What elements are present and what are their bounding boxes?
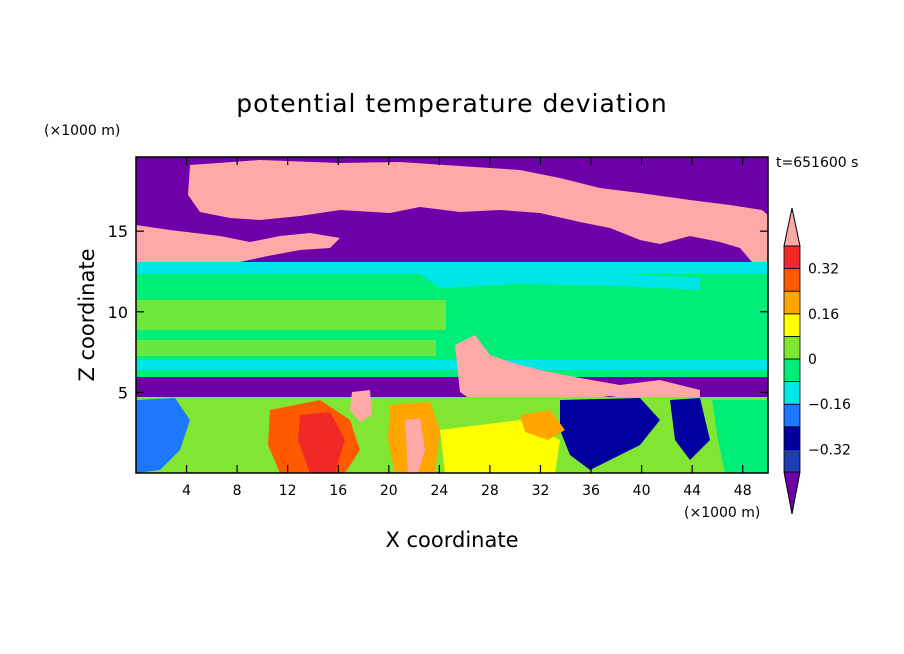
colorbar-swatch bbox=[783, 358, 801, 383]
colorbar-swatch bbox=[783, 426, 801, 450]
colorbar-tick-label: −0.32 bbox=[808, 442, 851, 458]
x-tick-label: 28 bbox=[481, 483, 499, 499]
plot-frame bbox=[135, 156, 769, 474]
x-tick-label: 8 bbox=[233, 483, 242, 499]
mid-band-2 bbox=[136, 340, 436, 356]
mid-cyan-patch bbox=[420, 272, 700, 290]
x-tick-label: 36 bbox=[582, 483, 600, 499]
colorbar-swatch bbox=[783, 290, 801, 315]
low-cyan-band bbox=[136, 360, 768, 370]
x-tick-label: 40 bbox=[633, 483, 651, 499]
colorbar-tick-label: 0.16 bbox=[808, 307, 839, 323]
x-tick-label: 12 bbox=[279, 483, 297, 499]
colorbar: −0.32 −0.16 0 0.16 0.32 bbox=[783, 207, 851, 515]
y-tick-label: 10 bbox=[108, 303, 128, 322]
x-tick-label: 4 bbox=[182, 483, 191, 499]
chart-title: potential temperature deviation bbox=[236, 89, 667, 118]
plume-2-core bbox=[405, 418, 425, 473]
colorbar-swatch bbox=[783, 381, 801, 405]
colorbar-swatch bbox=[783, 268, 801, 292]
lower-green-right bbox=[712, 400, 768, 473]
x-tick-label: 48 bbox=[734, 483, 752, 499]
time-label: t=651600 s bbox=[776, 155, 858, 171]
cyan-band bbox=[136, 262, 768, 274]
x-tick-label: 16 bbox=[329, 483, 347, 499]
field bbox=[136, 157, 768, 473]
y-axis: 5 10 15 bbox=[108, 222, 768, 402]
y-tick-label: 15 bbox=[108, 222, 128, 241]
upper-warm-region bbox=[188, 160, 768, 262]
colorbar-tick-label: 0 bbox=[808, 352, 817, 368]
lower-blue-far-right bbox=[670, 398, 710, 460]
mid-warm-intrusion bbox=[455, 335, 700, 416]
colorbar-over-arrow bbox=[783, 207, 801, 247]
x-axis: 4 8 12 16 20 24 28 32 36 40 44 48 bbox=[182, 157, 752, 499]
x-axis-label: X coordinate bbox=[385, 528, 518, 552]
colorbar-tick-label: −0.16 bbox=[808, 397, 851, 413]
colorbar-swatch bbox=[783, 313, 801, 337]
lower-blue-left bbox=[136, 398, 190, 473]
y-axis-label: Z coordinate bbox=[75, 248, 99, 381]
lower-blue-right bbox=[560, 398, 660, 470]
x-tick-label: 32 bbox=[532, 483, 550, 499]
colorbar-swatch bbox=[783, 245, 801, 270]
x-tick-label: 20 bbox=[380, 483, 398, 499]
colorbar-under-arrow bbox=[783, 471, 801, 515]
x-tick-label: 24 bbox=[430, 483, 448, 499]
colorbar-swatch bbox=[783, 448, 801, 473]
plume-4 bbox=[520, 410, 565, 440]
plume-1-core bbox=[298, 412, 345, 473]
colorbar-swatch bbox=[783, 335, 801, 360]
x-unit-label: (×1000 m) bbox=[684, 505, 760, 521]
plume-5 bbox=[350, 390, 372, 422]
colorbar-tick-label: 0.32 bbox=[808, 262, 839, 278]
y-unit-label: (×1000 m) bbox=[44, 123, 120, 139]
x-tick-label: 44 bbox=[683, 483, 701, 499]
mid-light-band bbox=[136, 300, 446, 330]
upper-left-warm bbox=[136, 225, 340, 262]
colorbar-swatch bbox=[783, 403, 801, 428]
y-tick-label: 5 bbox=[118, 383, 128, 402]
